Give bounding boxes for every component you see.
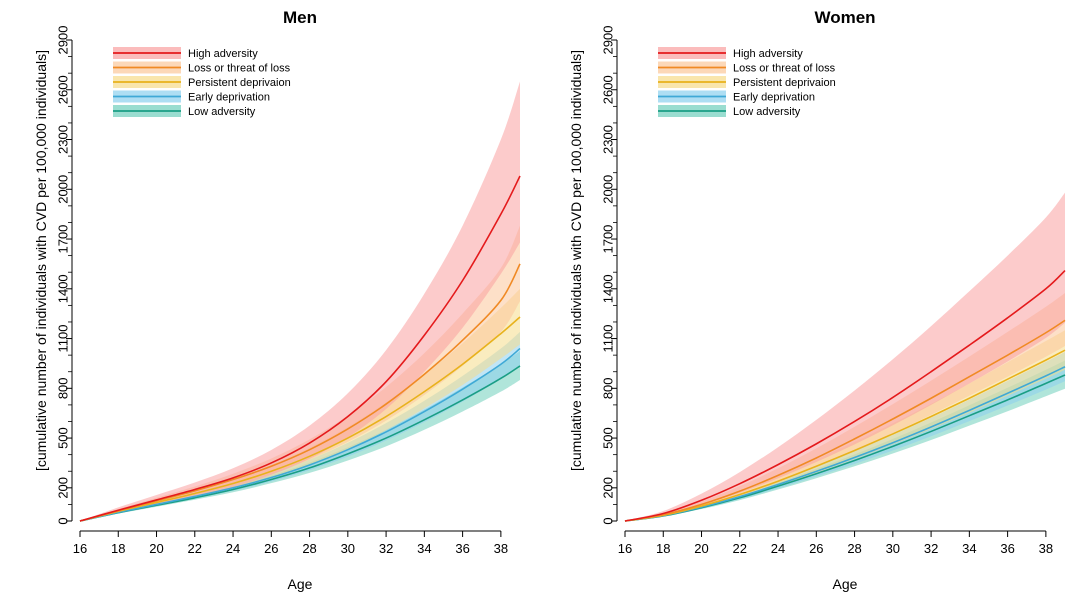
y-tick-label: 2000 <box>601 175 616 204</box>
x-tick-label: 32 <box>379 541 393 556</box>
y-tick-label: 1700 <box>601 225 616 254</box>
legend: High adversity Loss or threat of loss Pers… <box>113 47 291 118</box>
chart-panel-2: Women 0 200 500 800 1100 1400 1700 2000 2300 2600 2… <box>568 8 1066 592</box>
x-tick-label: 20 <box>694 541 708 556</box>
legend-label: Persistent deprivaion <box>733 77 836 89</box>
y-tick-label: 2300 <box>56 125 71 154</box>
y-tick-label: 2900 <box>601 26 616 55</box>
series-line-low-adversity <box>79 365 521 522</box>
x-tick-label: 38 <box>494 541 508 556</box>
legend-label: Early deprivation <box>733 92 815 104</box>
series-line-high-adversity <box>624 269 1066 522</box>
x-tick-label: 28 <box>302 541 316 556</box>
legend-label: High adversity <box>733 48 803 60</box>
y-tick-label: 200 <box>601 477 616 499</box>
y-tick-label: 2000 <box>56 175 71 204</box>
panel-title: Men <box>283 8 317 27</box>
series-line-high-adversity <box>79 175 521 522</box>
x-tick-label: 34 <box>962 541 976 556</box>
ci-band-high-adversity <box>625 192 1065 521</box>
x-tick-label: 26 <box>809 541 823 556</box>
y-tick-label: 2300 <box>601 125 616 154</box>
x-tick-label: 16 <box>73 541 87 556</box>
legend-label: Loss or threat of loss <box>733 63 836 75</box>
x-tick-label: 38 <box>1039 541 1053 556</box>
legend-label: Loss or threat of loss <box>188 63 291 75</box>
series-line-early-deprivation <box>624 366 1066 522</box>
legend-label: Low adversity <box>733 106 801 118</box>
x-tick-label: 24 <box>226 541 240 556</box>
x-tick-label: 32 <box>924 541 938 556</box>
legend-label: Persistent deprivaion <box>188 77 291 89</box>
y-tick-label: 2600 <box>601 75 616 104</box>
x-tick-label: 36 <box>455 541 469 556</box>
y-tick-label: 1400 <box>601 274 616 303</box>
legend-label: Early deprivation <box>188 92 270 104</box>
x-tick-label: 30 <box>886 541 900 556</box>
x-tick-label: 18 <box>656 541 670 556</box>
x-tick-label: 26 <box>264 541 278 556</box>
x-tick-label: 28 <box>847 541 861 556</box>
chart-panel-1: Men 0 200 500 800 1100 1400 1700 2000 2300 2600 290… <box>33 8 521 592</box>
legend-label: Low adversity <box>188 106 256 118</box>
y-tick-label: 500 <box>601 427 616 449</box>
y-tick-label: 1100 <box>601 325 616 353</box>
series-line-persistent-deprivaion <box>624 349 1066 522</box>
legend: High adversity Loss or threat of loss Pers… <box>658 47 836 118</box>
y-tick-label: 0 <box>601 517 616 524</box>
y-tick-label: 1700 <box>56 225 71 254</box>
x-tick-label: 18 <box>111 541 125 556</box>
y-axis-title: [cumulative number of individuals with C… <box>33 50 49 471</box>
x-tick-label: 36 <box>1000 541 1014 556</box>
y-tick-label: 1400 <box>56 274 71 303</box>
y-tick-label: 800 <box>601 377 616 399</box>
x-tick-label: 20 <box>149 541 163 556</box>
series-line-loss-or-threat-of-loss <box>624 319 1066 522</box>
x-tick-label: 16 <box>618 541 632 556</box>
y-tick-label: 800 <box>56 377 71 399</box>
ci-band-high-adversity <box>80 81 520 521</box>
x-axis-title: Age <box>833 576 858 592</box>
legend-label: High adversity <box>188 48 258 60</box>
x-tick-label: 24 <box>771 541 785 556</box>
x-tick-label: 22 <box>188 541 202 556</box>
x-tick-label: 22 <box>733 541 747 556</box>
y-tick-label: 0 <box>56 517 71 524</box>
y-axis-title: [cumulative number of individuals with C… <box>568 50 584 471</box>
y-tick-label: 2900 <box>56 26 71 55</box>
series-line-persistent-deprivaion <box>79 316 521 522</box>
series-line-early-deprivation <box>79 347 521 522</box>
y-tick-label: 200 <box>56 477 71 499</box>
y-tick-label: 500 <box>56 427 71 449</box>
x-tick-label: 30 <box>341 541 355 556</box>
x-axis-title: Age <box>288 576 313 592</box>
y-tick-label: 2600 <box>56 75 71 104</box>
panel-title: Women <box>814 8 875 27</box>
y-tick-label: 1100 <box>56 325 71 353</box>
x-tick-label: 34 <box>417 541 431 556</box>
